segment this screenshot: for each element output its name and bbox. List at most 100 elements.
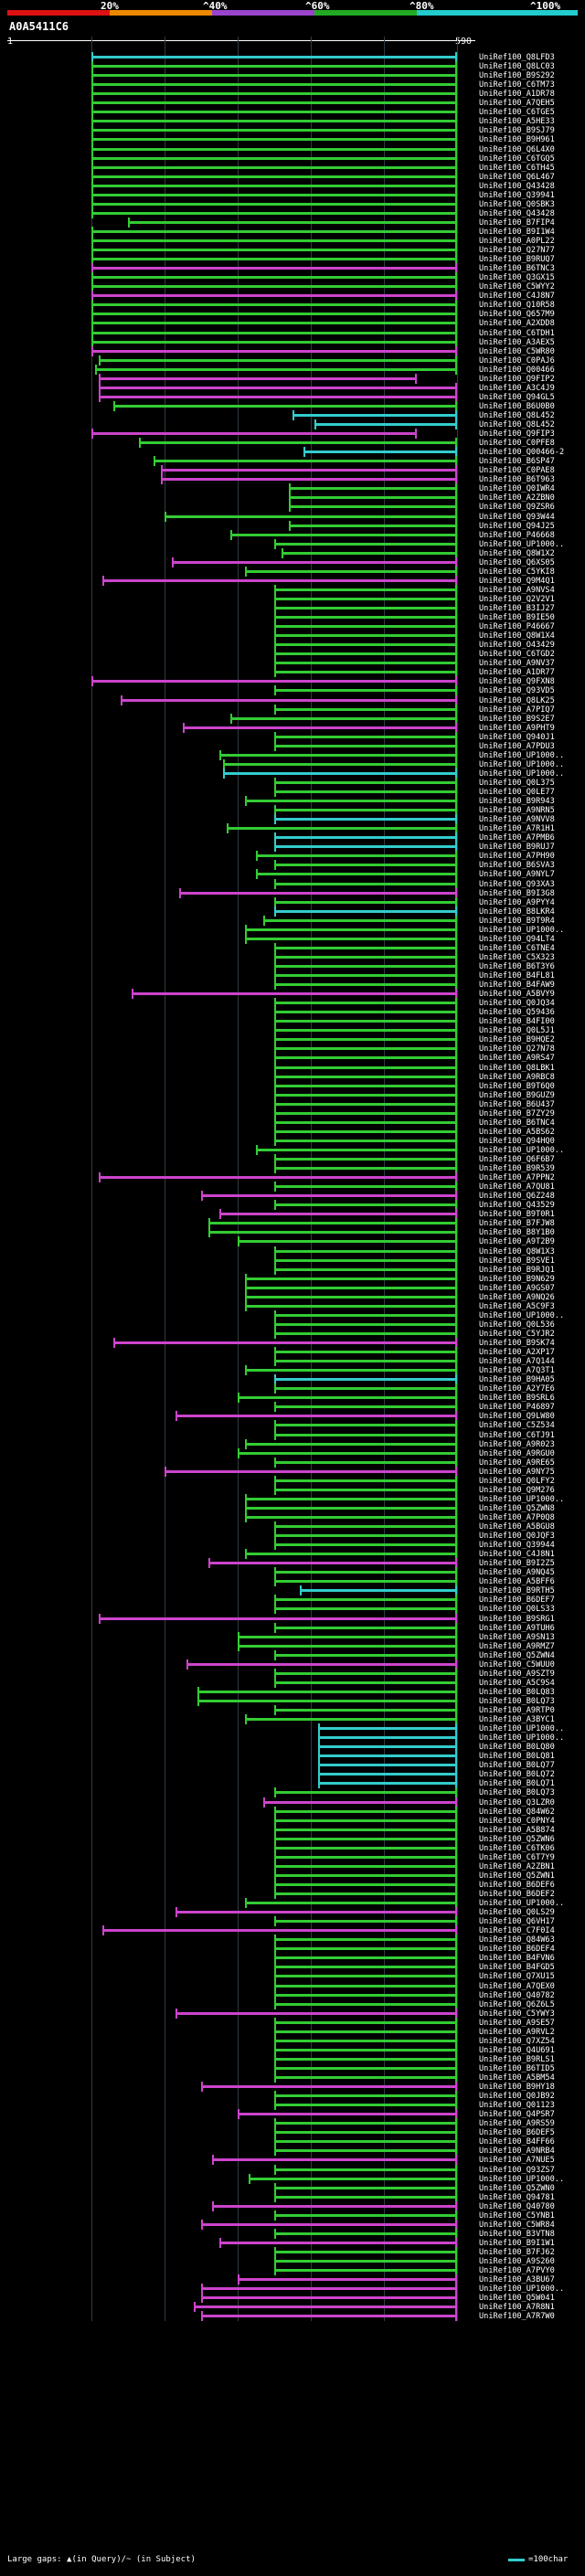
hit-label[interactable]: UniRef100_A2ZBN0: [479, 493, 555, 504]
hit-label[interactable]: UniRef100_A7Q3T1: [479, 1366, 555, 1376]
hit-bar[interactable]: [274, 1182, 457, 1193]
hit-label[interactable]: UniRef100_UP1000..: [479, 1899, 565, 1909]
hit-bar[interactable]: [289, 502, 457, 513]
hit-label[interactable]: UniRef100_A5C9S4: [479, 1678, 555, 1688]
hit-label[interactable]: UniRef100_A5C9F3: [479, 1301, 555, 1311]
hit-label[interactable]: UniRef100_B9I2Z5: [479, 1559, 555, 1569]
hit-label[interactable]: UniRef100_B8LKR4: [479, 906, 555, 917]
hit-bar[interactable]: [274, 2026, 457, 2037]
hit-label[interactable]: UniRef100_B6SP47: [479, 457, 555, 467]
hit-label[interactable]: UniRef100_Q0JB92: [479, 2092, 555, 2102]
hit-bar[interactable]: [274, 1080, 457, 1091]
hit-bar[interactable]: [165, 1466, 457, 1477]
hit-bar[interactable]: [274, 1255, 457, 1266]
hit-label[interactable]: UniRef100_C7F0I4: [479, 1926, 555, 1936]
hit-bar[interactable]: [183, 722, 457, 733]
hit-bar[interactable]: [274, 1622, 457, 1633]
hit-bar[interactable]: [99, 355, 457, 366]
hit-label[interactable]: UniRef100_A7NUE5: [479, 2156, 555, 2166]
hit-bar[interactable]: [274, 2136, 457, 2147]
hit-label[interactable]: UniRef100_B6DEF7: [479, 1595, 555, 1606]
hit-label[interactable]: UniRef100_Q0JQ34: [479, 999, 555, 1009]
hit-label[interactable]: UniRef100_Q0LS29: [479, 1908, 555, 1918]
hit-label[interactable]: UniRef100_C4J8N1: [479, 1550, 555, 1560]
hit-label[interactable]: UniRef100_UP1000..: [479, 1733, 565, 1744]
hit-label[interactable]: UniRef100_Q0SBK3: [479, 199, 555, 209]
hit-bar[interactable]: [91, 318, 457, 329]
hit-bar[interactable]: [91, 345, 457, 356]
hit-label[interactable]: UniRef100_Q59436: [479, 1008, 555, 1018]
hit-bar[interactable]: [274, 842, 457, 853]
hit-bar[interactable]: [245, 1549, 457, 1560]
hit-label[interactable]: UniRef100_A7PPN2: [479, 1173, 555, 1183]
hit-bar[interactable]: [274, 1484, 457, 1495]
hit-bar[interactable]: [274, 1475, 457, 1486]
hit-label[interactable]: UniRef100_B9I1W1: [479, 2238, 555, 2248]
hit-bar[interactable]: [274, 1833, 457, 1844]
hit-bar[interactable]: [212, 2155, 457, 2166]
hit-label[interactable]: UniRef100_Q00466-2: [479, 448, 565, 458]
hit-label[interactable]: UniRef100_O43429: [479, 641, 555, 651]
hit-bar[interactable]: [274, 1879, 457, 1890]
hit-label[interactable]: UniRef100_Q8LBK1: [479, 1063, 555, 1073]
hit-bar[interactable]: [274, 1935, 457, 1945]
hit-bar[interactable]: [274, 860, 457, 871]
hit-label[interactable]: UniRef100_Q6L4X0: [479, 144, 555, 154]
hit-label[interactable]: UniRef100_A9NQ45: [479, 1568, 555, 1578]
hit-label[interactable]: UniRef100_C5YKI8: [479, 567, 555, 577]
hit-bar[interactable]: [165, 511, 457, 522]
hit-label[interactable]: UniRef100_Q8W1X3: [479, 1246, 555, 1256]
hit-label[interactable]: UniRef100_B9SJ79: [479, 126, 555, 136]
hit-bar[interactable]: [274, 603, 457, 613]
hit-label[interactable]: UniRef100_A7PMB6: [479, 833, 555, 843]
hit-label[interactable]: UniRef100_UP1000..: [479, 750, 565, 760]
hit-label[interactable]: UniRef100_Q5W041: [479, 2294, 555, 2304]
hit-bar[interactable]: [289, 493, 457, 504]
hit-bar[interactable]: [274, 1851, 457, 1862]
hit-label[interactable]: UniRef100_A2Y7E6: [479, 1384, 555, 1394]
hit-bar[interactable]: [274, 2146, 457, 2157]
hit-bar[interactable]: [318, 1723, 457, 1734]
hit-label[interactable]: UniRef100_Q43428: [479, 181, 555, 191]
hit-bar[interactable]: [274, 1328, 457, 1339]
hit-bar[interactable]: [318, 1742, 457, 1753]
hit-label[interactable]: UniRef100_C0PAJ6: [479, 355, 555, 366]
hit-label[interactable]: UniRef100_Q8L452: [479, 420, 555, 429]
hit-bar[interactable]: [274, 584, 457, 595]
hit-label[interactable]: UniRef100_A5BVY9: [479, 990, 555, 1000]
hit-bar[interactable]: [314, 419, 457, 429]
hit-bar[interactable]: [274, 1870, 457, 1881]
hit-bar[interactable]: [223, 758, 457, 769]
hit-bar[interactable]: [245, 1365, 457, 1376]
hit-label[interactable]: UniRef100_Q8W1X2: [479, 548, 555, 558]
hit-bar[interactable]: [245, 1438, 457, 1449]
hit-label[interactable]: UniRef100_B6U437: [479, 1099, 555, 1109]
hit-label[interactable]: UniRef100_A9PHT9: [479, 723, 555, 733]
hit-label[interactable]: UniRef100_B6DEF5: [479, 2128, 555, 2138]
hit-label[interactable]: UniRef100_A9TUH6: [479, 1623, 555, 1633]
hit-bar[interactable]: [274, 2100, 457, 2111]
hit-bar[interactable]: [274, 1540, 457, 1551]
hit-bar[interactable]: [91, 336, 457, 347]
hit-bar[interactable]: [274, 1309, 457, 1320]
hit-bar[interactable]: [99, 382, 457, 393]
hit-label[interactable]: UniRef100_C6TGD2: [479, 650, 555, 660]
hit-bar[interactable]: [274, 980, 457, 991]
hit-bar[interactable]: [91, 207, 457, 218]
hit-bar[interactable]: [263, 1797, 457, 1807]
hit-label[interactable]: UniRef100_C5X323: [479, 952, 555, 962]
hit-bar[interactable]: [139, 438, 457, 449]
hit-bar[interactable]: [274, 1649, 457, 1660]
hit-label[interactable]: UniRef100_Q94781: [479, 2192, 555, 2202]
hit-bar[interactable]: [274, 2017, 457, 2028]
hit-label[interactable]: UniRef100_B9HA05: [479, 1375, 555, 1385]
hit-label[interactable]: UniRef100_Q6XS05: [479, 557, 555, 567]
hit-bar[interactable]: [292, 409, 457, 420]
hit-bar[interactable]: [249, 2173, 457, 2184]
hit-label[interactable]: UniRef100_C6TK06: [479, 1843, 555, 1853]
hit-label[interactable]: UniRef100_Q5ZWN8: [479, 1503, 555, 1513]
hit-label[interactable]: UniRef100_C0PAE8: [479, 466, 555, 476]
hit-label[interactable]: UniRef100_P46667: [479, 622, 555, 632]
hit-label[interactable]: UniRef100_A3BYC1: [479, 1715, 555, 1725]
hit-bar[interactable]: [274, 1531, 457, 1542]
